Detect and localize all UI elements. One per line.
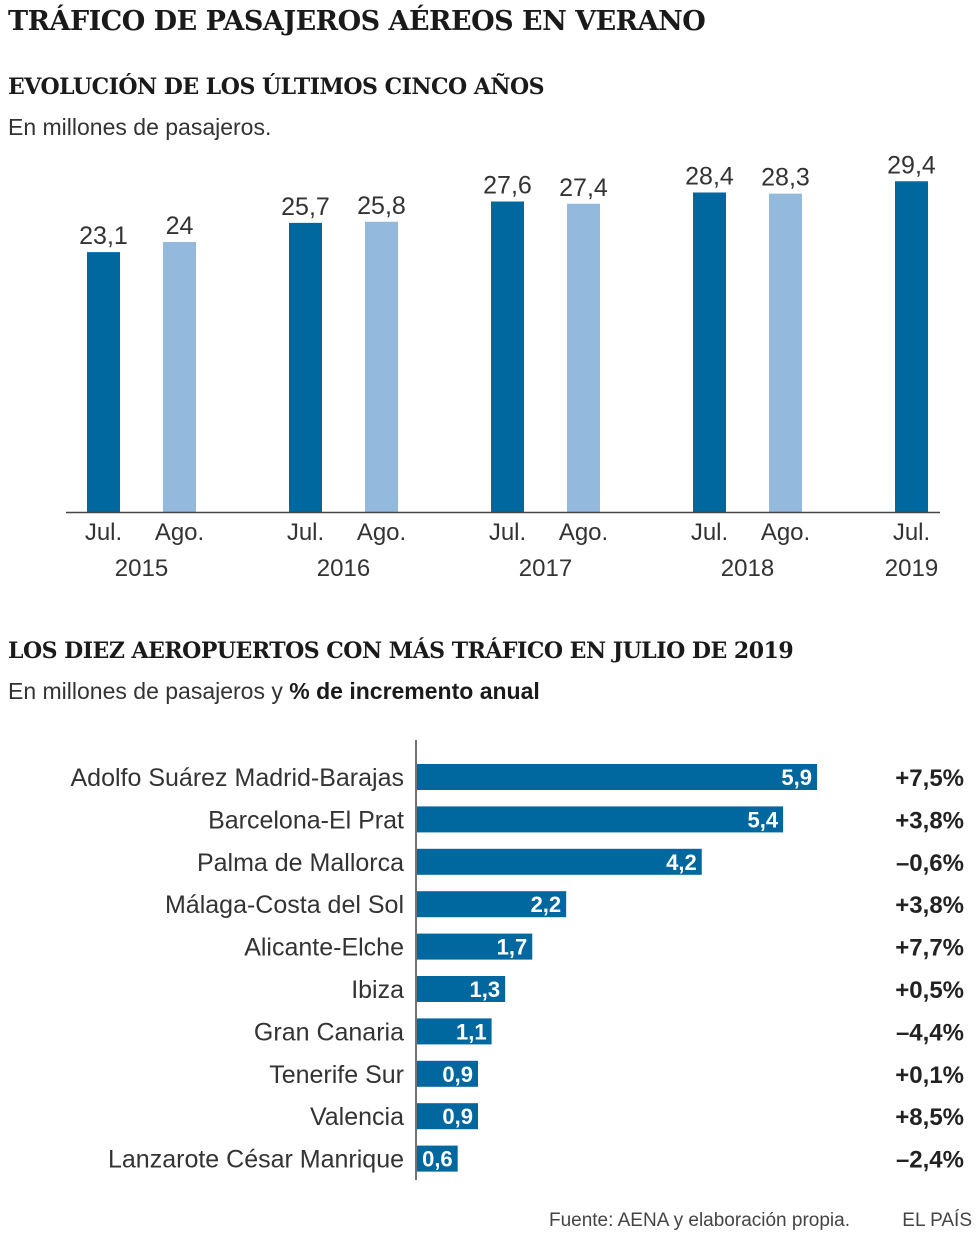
pct-change-label: +0,1% xyxy=(895,1062,964,1089)
airport-bar xyxy=(417,1060,479,1087)
month-tick-label: Jul. xyxy=(489,519,526,546)
airport-value-label: 5,9 xyxy=(781,765,812,790)
airport-bar xyxy=(417,1018,492,1045)
airport-bar xyxy=(417,891,567,918)
year-tick-label: 2019 xyxy=(885,555,938,582)
month-tick-label: Jul. xyxy=(893,519,930,546)
pct-change-label: +7,7% xyxy=(895,935,964,962)
unit-label-airports: En millones de pasajeros y % de incremen… xyxy=(8,678,540,705)
year-tick-label: 2017 xyxy=(519,555,572,582)
month-tick-label: Ago. xyxy=(761,519,810,546)
month-tick-label: Jul. xyxy=(691,519,728,546)
airport-bar xyxy=(417,1145,458,1172)
airport-label: Tenerife Sur xyxy=(269,1061,404,1089)
bar-2019-jul xyxy=(895,181,928,512)
unit-label-airports-text: En millones de pasajeros y xyxy=(8,678,290,704)
year-tick-label: 2015 xyxy=(115,555,168,582)
bar-2016-ago xyxy=(365,221,398,512)
pct-change-label: +0,5% xyxy=(895,977,964,1004)
section-title-airports: LOS DIEZ AEROPUERTOS CON MÁS TRÁFICO EN … xyxy=(8,638,794,664)
bar-2016-jul xyxy=(289,222,322,512)
month-tick-label: Jul. xyxy=(287,519,324,546)
airport-label: Málaga-Costa del Sol xyxy=(165,891,404,919)
airport-value-label: 5,4 xyxy=(748,807,779,832)
airport-value-label: 2,2 xyxy=(531,892,562,917)
bar-value-label: 27,6 xyxy=(483,172,532,200)
airport-bar xyxy=(417,764,818,790)
airport-value-label: 0,9 xyxy=(442,1104,473,1129)
month-tick-label: Jul. xyxy=(85,519,122,546)
airport-bar xyxy=(417,933,533,960)
source-note: Fuente: AENA y elaboración propia. xyxy=(548,1210,850,1231)
evolution-bar-chart: 23,1 Jul. 24 Ago. 2015 25,7 Jul. 25,8 Ago. 2016 27… xyxy=(66,151,940,582)
airport-value-label: 1,1 xyxy=(456,1019,487,1044)
bar-2015-jul xyxy=(87,252,120,512)
bar-2017-ago xyxy=(567,203,600,512)
airport-label: Lanzarote César Manrique xyxy=(108,1146,404,1174)
month-tick-label: Ago. xyxy=(155,519,204,546)
brand-label: EL PAÍS xyxy=(902,1210,972,1231)
airport-label: Adolfo Suárez Madrid-Barajas xyxy=(71,764,405,792)
pct-change-label: +8,5% xyxy=(895,1104,964,1131)
bar-2018-jul xyxy=(693,192,726,512)
airport-bar xyxy=(417,976,506,1002)
airport-bar xyxy=(417,848,702,875)
pct-change-label: +7,5% xyxy=(895,765,964,792)
section-title-evolution: EVOLUCIÓN DE LOS ÚLTIMOS CINCO AÑOS xyxy=(8,74,545,100)
pct-change-label: +3,8% xyxy=(895,807,964,834)
bar-value-label: 25,8 xyxy=(357,192,406,220)
airport-bar xyxy=(417,1103,479,1130)
bar-value-label: 28,3 xyxy=(761,164,810,192)
pct-change-label: –4,4% xyxy=(896,1019,964,1046)
bar-value-label: 25,7 xyxy=(281,193,330,221)
month-tick-label: Ago. xyxy=(559,519,608,546)
year-tick-label: 2018 xyxy=(721,555,774,582)
airport-label: Ibiza xyxy=(351,976,404,1004)
airport-value-label: 4,2 xyxy=(666,850,697,875)
unit-label-airports-bold: % de incremento anual xyxy=(289,678,540,704)
airport-label: Gran Canaria xyxy=(254,1018,404,1046)
airport-value-label: 1,3 xyxy=(470,977,501,1002)
bar-value-label: 27,4 xyxy=(559,174,608,202)
bar-value-label: 23,1 xyxy=(79,222,128,250)
airport-bar xyxy=(417,806,784,833)
pct-change-label: –0,6% xyxy=(896,850,964,877)
airport-label: Valencia xyxy=(310,1103,404,1131)
pct-change-label: +3,8% xyxy=(895,892,964,919)
unit-label-evolution: En millones de pasajeros. xyxy=(8,114,272,140)
airport-value-label: 0,6 xyxy=(422,1147,453,1172)
bar-2017-jul xyxy=(491,201,524,512)
bar-value-label: 24 xyxy=(166,212,194,240)
airport-label: Barcelona-El Prat xyxy=(208,806,404,834)
bar-value-label: 28,4 xyxy=(685,163,734,191)
pct-change-label: –2,4% xyxy=(896,1147,964,1174)
chart-title: TRÁFICO DE PASAJEROS AÉREOS EN VERANO xyxy=(8,6,706,37)
airport-label: Alicante-Elche xyxy=(244,934,404,962)
bar-2015-ago xyxy=(163,242,196,512)
bar-value-label: 29,4 xyxy=(887,151,936,179)
airports-bar-chart: Adolfo Suárez Madrid-Barajas 5,9 +7,5% Barc… xyxy=(71,740,964,1180)
bar-2018-ago xyxy=(769,193,802,512)
airport-label: Palma de Mallorca xyxy=(197,849,404,877)
year-tick-label: 2016 xyxy=(317,555,370,582)
month-tick-label: Ago. xyxy=(357,519,406,546)
airport-value-label: 0,9 xyxy=(442,1062,473,1087)
airport-value-label: 1,7 xyxy=(497,935,528,960)
